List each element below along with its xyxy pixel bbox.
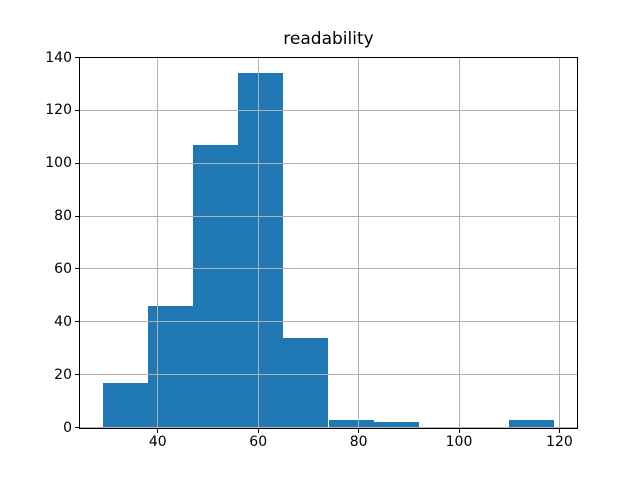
plot-area [80,57,577,428]
histogram-bar [509,419,555,428]
histogram-bar [373,422,419,428]
y-tick-mark [75,109,79,111]
x-tick-mark [358,428,360,433]
histogram-bar [192,144,239,428]
histogram-bar [102,382,148,428]
gridline-y [80,215,577,217]
bars-layer [80,58,577,428]
gridline-y [80,268,577,270]
gridline-x [358,57,360,428]
chart-title: readability [283,29,374,49]
gridline-x [458,57,460,428]
y-tick-mark [75,427,79,428]
histogram-bar [147,305,193,428]
y-tick-label: 60 [54,260,72,277]
y-tick-label: 140 [45,49,72,66]
histogram-bar [328,419,374,428]
y-tick-mark [75,215,79,217]
x-tick-mark [558,428,560,433]
x-tick-label: 80 [349,434,368,450]
histogram-bar [283,337,329,428]
y-tick-label: 20 [54,366,72,383]
gridline-x [157,57,159,428]
x-tick-mark [257,428,259,433]
gridline-y [80,162,577,164]
gridline-y [80,321,577,323]
gridline-y [80,109,577,111]
x-tick-label: 60 [249,434,268,450]
gridline-y [80,374,577,376]
y-tick-label: 80 [54,208,72,225]
gridline-y [80,57,577,58]
x-tick-mark [157,428,159,433]
x-tick-label: 100 [445,434,473,450]
gridline-x [257,57,259,428]
y-tick-mark [75,268,79,270]
y-tick-label: 120 [45,102,72,119]
y-tick-mark [75,374,79,376]
y-tick-mark [75,321,79,323]
x-tick-label: 40 [148,434,167,450]
histogram-bar [238,73,284,428]
gridline-y [80,427,577,428]
gridline-x [558,57,560,428]
y-tick-mark [75,57,79,58]
y-tick-label: 40 [54,313,72,330]
x-tick-label: 120 [546,434,573,450]
y-tick-mark [75,162,79,164]
y-tick-label: 100 [45,155,72,172]
x-tick-mark [458,428,460,433]
grid-layer [80,57,577,428]
y-tick-label: 0 [63,419,72,436]
